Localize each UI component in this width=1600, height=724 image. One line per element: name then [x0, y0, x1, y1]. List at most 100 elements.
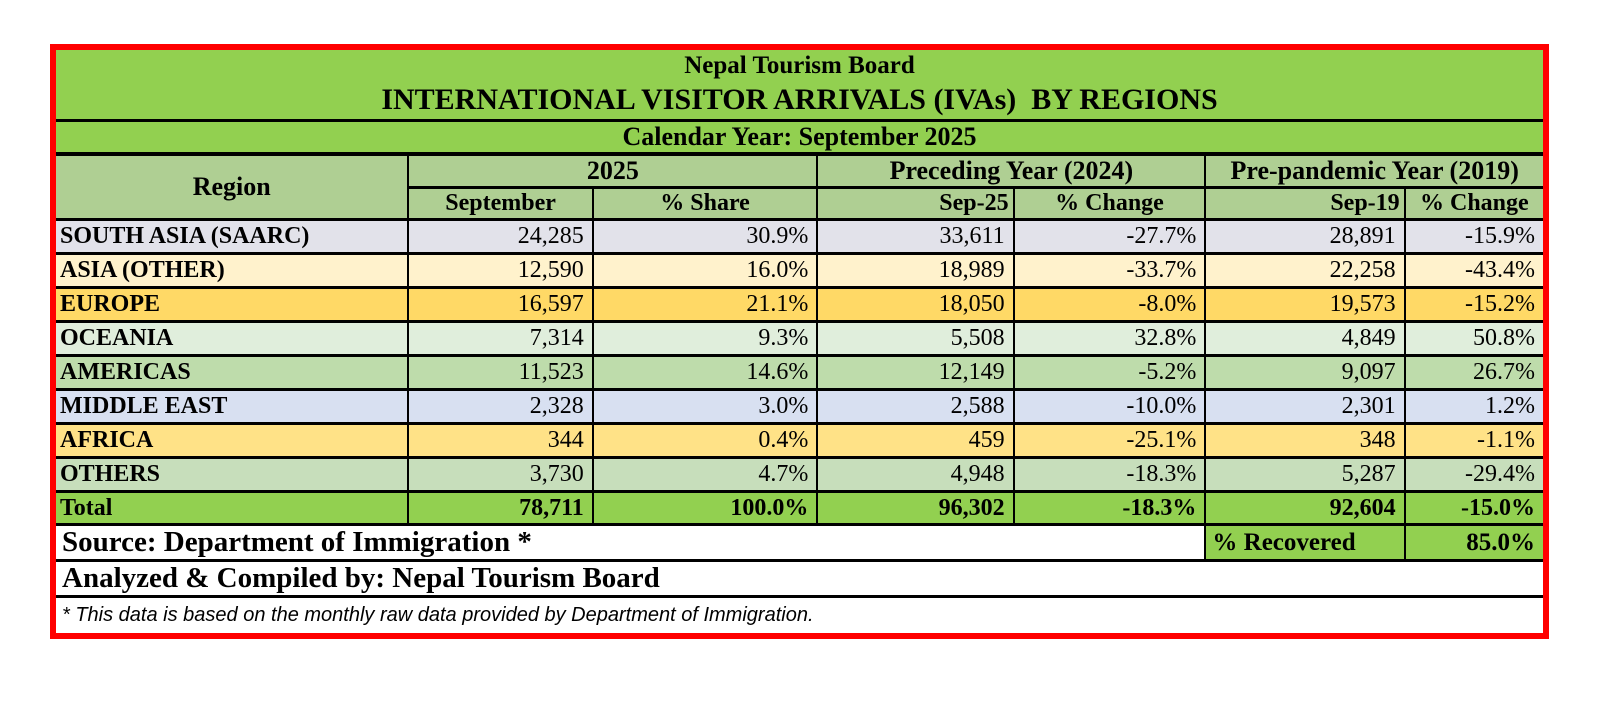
share-value: 3.0% — [591, 388, 819, 425]
column-group-row: Region 2025 Preceding Year (2024) Pre-pa… — [56, 152, 1543, 221]
change19-value: -15.9% — [1403, 218, 1543, 255]
column-group-2019: Pre-pandemic Year (2019) — [1204, 152, 1543, 189]
change24-value: -27.7% — [1012, 218, 1207, 255]
column-header-september: September — [408, 186, 594, 221]
share-value: 4.7% — [591, 456, 819, 493]
table-row-south-asia: SOUTH ASIA (SAARC) 24,285 30.9% 33,611 -… — [56, 218, 1543, 255]
sep25-value: 12,149 — [816, 354, 1015, 391]
september-value: 11,523 — [407, 354, 594, 391]
total-sep25: 96,302 — [816, 490, 1015, 526]
share-value: 16.0% — [591, 252, 819, 289]
subtitle-row: Calendar Year: September 2025 — [56, 118, 1543, 156]
sep25-value: 459 — [816, 422, 1015, 459]
september-value: 12,590 — [407, 252, 594, 289]
change19-value: -29.4% — [1403, 456, 1543, 493]
table-row-middle-east: MIDDLE EAST 2,328 3.0% 2,588 -10.0% 2,30… — [56, 388, 1543, 425]
compiled-by-label: Analyzed & Compiled by: Nepal Tourism Bo… — [56, 559, 1543, 598]
recovered-label: % Recovered — [1204, 523, 1406, 562]
column-group-2025: 2025 — [407, 152, 819, 189]
share-value: 30.9% — [591, 218, 819, 255]
total-sep19: 92,604 — [1204, 490, 1406, 526]
september-value: 2,328 — [407, 388, 594, 425]
change24-value: 32.8% — [1012, 320, 1207, 357]
region-cell: EUROPE — [56, 286, 410, 323]
table-row-asia-other: ASIA (OTHER) 12,590 16.0% 18,989 -33.7% … — [56, 252, 1543, 289]
change24-value: -18.3% — [1012, 456, 1207, 493]
sep19-value: 19,573 — [1204, 286, 1406, 323]
calendar-year-label: Calendar Year: September 2025 — [56, 118, 1543, 156]
report-frame: Nepal Tourism Board INTERNATIONAL VISITO… — [50, 44, 1549, 639]
region-cell: AFRICA — [56, 422, 410, 459]
region-cell: SOUTH ASIA (SAARC) — [56, 218, 410, 255]
sep25-value: 18,050 — [816, 286, 1015, 323]
recovered-value: 85.0% — [1403, 523, 1543, 562]
sep19-value: 5,287 — [1204, 456, 1406, 493]
change24-value: -33.7% — [1012, 252, 1207, 289]
total-change19: -15.0% — [1403, 490, 1543, 526]
region-cell: AMERICAS — [56, 354, 410, 391]
column-header-region: Region — [56, 152, 410, 221]
table-row-africa: AFRICA 344 0.4% 459 -25.1% 348 -1.1% — [56, 422, 1543, 459]
table-row-oceania: OCEANIA 7,314 9.3% 5,508 32.8% 4,849 50.… — [56, 320, 1543, 357]
sep19-value: 2,301 — [1204, 388, 1406, 425]
table-row-europe: EUROPE 16,597 21.1% 18,050 -8.0% 19,573 … — [56, 286, 1543, 323]
sep19-value: 4,849 — [1204, 320, 1406, 357]
footnote-row: * This data is based on the monthly raw … — [56, 595, 1543, 633]
column-header-sep19: Sep-19 — [1204, 186, 1406, 221]
september-value: 3,730 — [407, 456, 594, 493]
sep25-value: 18,989 — [816, 252, 1015, 289]
region-cell: MIDDLE EAST — [56, 388, 410, 425]
sep19-value: 9,097 — [1204, 354, 1406, 391]
total-share: 100.0% — [591, 490, 819, 526]
change19-value: 50.8% — [1403, 320, 1543, 357]
total-september: 78,711 — [407, 490, 594, 526]
change19-value: 1.2% — [1403, 388, 1543, 425]
total-label: Total — [56, 490, 410, 526]
sep25-value: 2,588 — [816, 388, 1015, 425]
change24-value: -10.0% — [1012, 388, 1207, 425]
sep25-value: 5,508 — [816, 320, 1015, 357]
sep25-value: 4,948 — [816, 456, 1015, 493]
source-row: Source: Department of Immigration * % Re… — [56, 523, 1543, 562]
share-value: 9.3% — [591, 320, 819, 357]
share-value: 0.4% — [591, 422, 819, 459]
share-value: 21.1% — [591, 286, 819, 323]
september-value: 16,597 — [407, 286, 594, 323]
region-cell: ASIA (OTHER) — [56, 252, 410, 289]
table-row-americas: AMERICAS 11,523 14.6% 12,149 -5.2% 9,097… — [56, 354, 1543, 391]
title-row: Nepal Tourism Board INTERNATIONAL VISITO… — [56, 50, 1543, 121]
report-title: INTERNATIONAL VISITOR ARRIVALS (IVAs) BY… — [381, 83, 1218, 117]
total-change24: -18.3% — [1012, 490, 1207, 526]
column-header-sep25: Sep-25 — [816, 186, 1015, 221]
september-value: 24,285 — [407, 218, 594, 255]
sep19-value: 22,258 — [1204, 252, 1406, 289]
sep19-value: 348 — [1204, 422, 1406, 459]
compiled-row: Analyzed & Compiled by: Nepal Tourism Bo… — [56, 559, 1543, 598]
change19-value: -15.2% — [1403, 286, 1543, 323]
change19-value: -43.4% — [1403, 252, 1543, 289]
region-cell: OCEANIA — [56, 320, 410, 357]
september-value: 7,314 — [407, 320, 594, 357]
report-title-block: Nepal Tourism Board INTERNATIONAL VISITO… — [56, 50, 1543, 121]
column-group-2024: Preceding Year (2024) — [816, 152, 1207, 189]
column-header-share: % Share — [591, 186, 819, 221]
change24-value: -25.1% — [1012, 422, 1207, 459]
change24-value: -8.0% — [1012, 286, 1207, 323]
column-header-change-2024: % Change — [1012, 186, 1207, 221]
share-value: 14.6% — [591, 354, 819, 391]
table-row-others: OTHERS 3,730 4.7% 4,948 -18.3% 5,287 -29… — [56, 456, 1543, 493]
sep25-value: 33,611 — [816, 218, 1015, 255]
table-row-total: Total 78,711 100.0% 96,302 -18.3% 92,604… — [56, 490, 1543, 526]
source-label: Source: Department of Immigration * — [56, 523, 1207, 562]
change19-value: 26.7% — [1403, 354, 1543, 391]
september-value: 344 — [407, 422, 594, 459]
change24-value: -5.2% — [1012, 354, 1207, 391]
sep19-value: 28,891 — [1204, 218, 1406, 255]
change19-value: -1.1% — [1403, 422, 1543, 459]
column-subheader-row: September % Share Sep-25 % Change Sep-19… — [56, 186, 1543, 221]
footnote-text: * This data is based on the monthly raw … — [56, 595, 1543, 633]
column-header-change-2019: % Change — [1403, 186, 1543, 221]
iva-regions-table: Nepal Tourism Board INTERNATIONAL VISITO… — [56, 50, 1543, 633]
org-name: Nepal Tourism Board — [684, 52, 915, 80]
region-cell: OTHERS — [56, 456, 410, 493]
